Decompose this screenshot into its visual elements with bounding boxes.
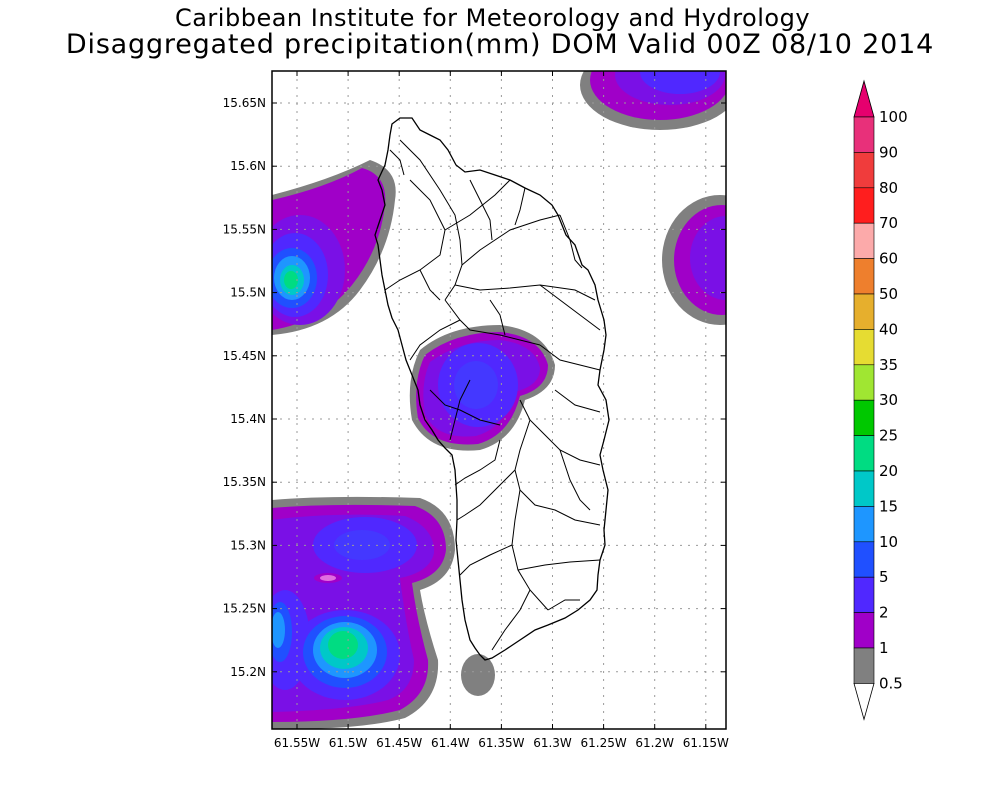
island-outline [374,117,610,661]
colorbar-label: 80 [879,179,898,197]
colorbar-label: 2 [879,604,889,622]
lon-tick-label: 61.2W [635,736,674,750]
colorbar-label: 50 [879,285,898,303]
colorbar-segment [853,293,875,330]
colorbar-label: 40 [879,320,898,338]
chart-subtitle: Disaggregated precipitation(mm) DOM Vali… [65,29,935,60]
lat-tick-label: 15.4N [230,412,266,426]
lon-tick-label: 61.55W [274,736,320,750]
colorbar-label: 30 [879,391,898,409]
colorbar-label: 1 [879,639,889,657]
colorbar-segment [853,152,875,189]
colorbar-label: 70 [879,214,898,232]
lat-tick-label: 15.35N [223,475,266,489]
lat-tick-label: 15.3N [230,538,266,552]
colorbar-top-arrow [853,79,875,118]
colorbar-segment [853,470,875,507]
lat-tick-label: 15.6N [230,159,266,173]
map-grid [272,71,726,729]
precipitation-shading [272,71,726,729]
lat-tick-label: 15.5N [230,286,266,300]
colorbar-segment [853,187,875,224]
latitude-labels: 15.65N 15.6N 15.55N 15.5N 15.45N 15.4N 15.35N 1… [223,96,266,679]
lat-tick-label: 15.45N [223,349,266,363]
colorbar-label: 25 [879,427,898,445]
lon-tick-label: 61.3W [533,736,572,750]
colorbar-segment [853,399,875,436]
colorbar-segment [853,364,875,401]
colorbar-segment [853,435,875,472]
colorbar-segment [853,116,875,153]
lat-tick-label: 15.55N [223,222,266,236]
lon-tick-label: 61.4W [431,736,470,750]
colorbar-segment [853,329,875,366]
colorbar-label: 90 [879,143,898,161]
chart-title: Caribbean Institute for Meteorology and … [174,4,811,32]
colorbar-label: 20 [879,462,898,480]
colorbar-bottom-arrow [853,683,875,721]
lat-tick-label: 15.2N [230,665,266,679]
lon-tick-label: 61.35W [478,736,524,750]
colorbar-label: 5 [879,568,889,586]
lat-tick-label: 15.65N [223,96,266,110]
colorbar-segment [853,258,875,295]
colorbar-label: 35 [879,356,898,374]
colorbar-segment [853,647,875,684]
colorbar-label: 15 [879,497,898,515]
colorbar-segment [853,576,875,613]
longitude-labels: 61.55W 61.5W 61.45W 61.4W 61.35W 61.3W 61.25W 6… [274,736,729,750]
lon-tick-label: 61.15W [683,736,729,750]
lon-tick-label: 61.45W [376,736,422,750]
map-frame [271,70,727,730]
lon-tick-label: 61.25W [580,736,626,750]
colorbar-label: 60 [879,250,898,268]
colorbar-segment [853,541,875,578]
lat-tick-label: 15.25N [223,602,266,616]
colorbar-label: 0.5 [879,674,903,692]
colorbar: 100 90 80 70 60 50 40 35 30 25 20 15 10 5 2 1 0.5 [853,79,908,721]
colorbar-label: 10 [879,533,898,551]
lon-tick-label: 61.5W [329,736,368,750]
colorbar-segment [853,612,875,649]
colorbar-segment [853,506,875,543]
colorbar-segment [853,222,875,259]
colorbar-label: 100 [879,108,908,126]
axis-ticks [272,71,726,729]
